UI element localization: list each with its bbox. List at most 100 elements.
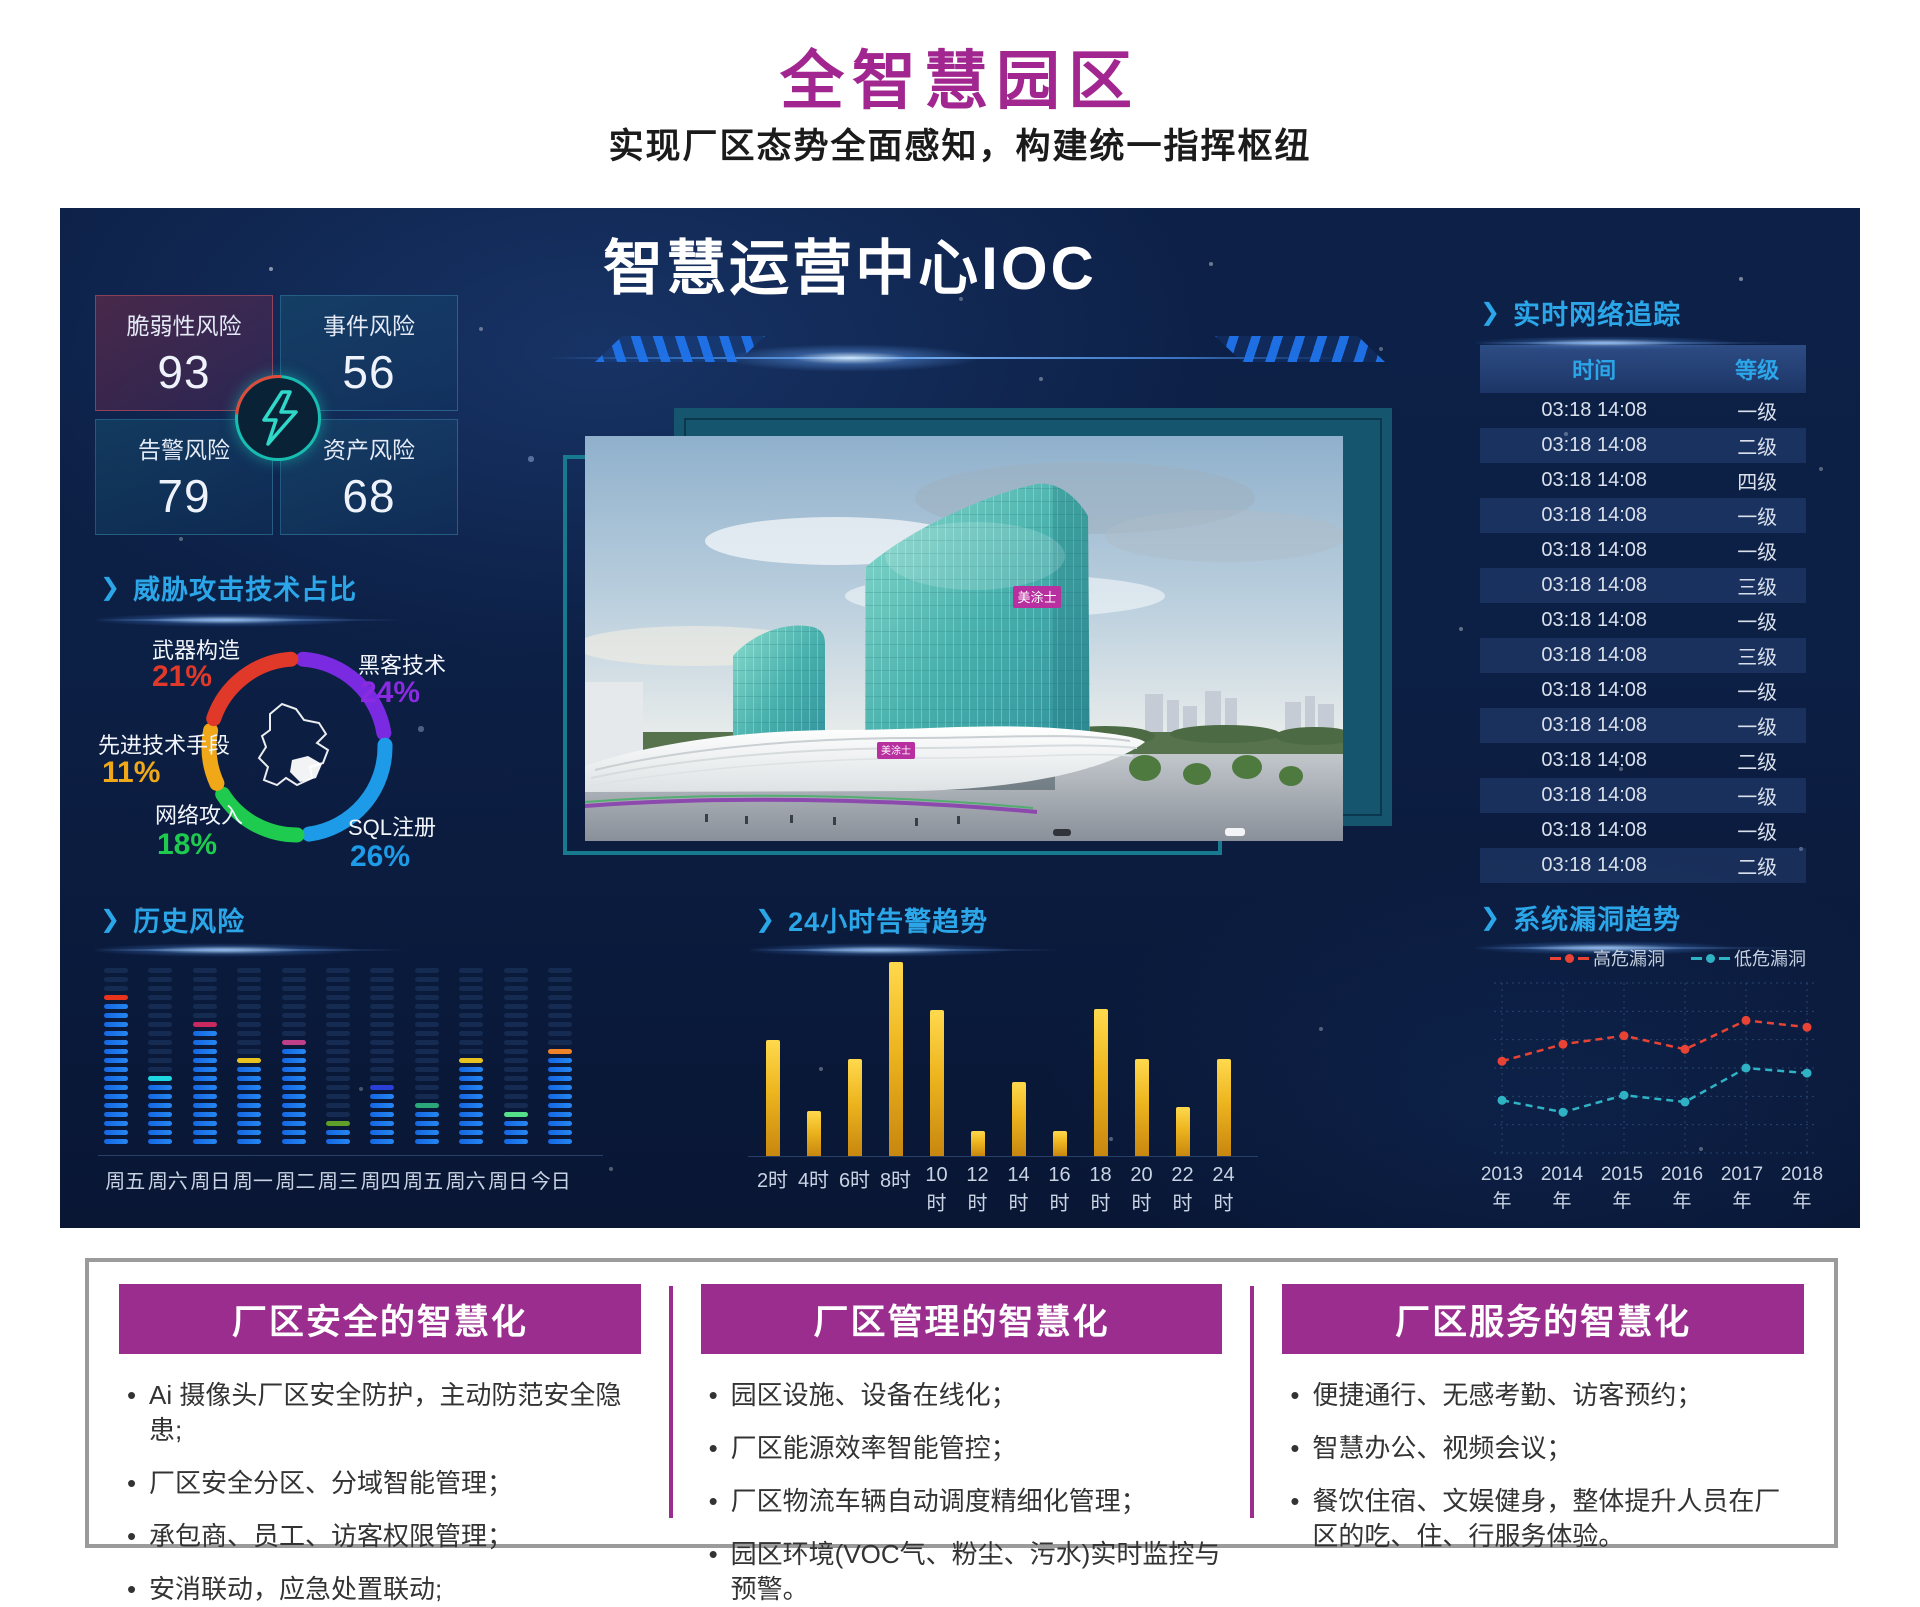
campus-building-photo: 美涂士 美涂士 [585,436,1343,841]
card-bullet: 智慧办公、视频会议； [1288,1431,1804,1466]
donut-label-network: 网络攻入 [155,803,244,828]
map-region-fill [290,756,322,782]
stat-value: 68 [342,470,396,522]
table-row: 03:18 14:08 一级 [1541,399,1778,424]
card-bullet: Ai 摄像头厂区安全防护，主动防范安全隐患; [125,1378,641,1448]
section-history-risk: ❯ 历史风险 [100,900,245,939]
table-row: 03:18 14:08 二级 [1480,428,1806,463]
people [705,814,960,826]
legend-dot [1565,953,1574,963]
table-row: 03:18 14:08 一级 [1541,819,1778,844]
bar [1080,962,1121,1156]
table-row: 03:18 14:08 一级 [1541,679,1778,704]
tall-tower: 美涂士 [865,483,1090,768]
section-24h-alert-trend: ❯ 24小时告警趋势 [755,900,988,939]
card-title: 厂区安全的智慧化 [119,1284,641,1354]
lightning-icon [235,375,321,461]
x-axis [98,1155,603,1156]
history-risk-column [237,968,262,1150]
history-risk-column [414,968,439,1150]
card-bullet: 园区设施、设备在线化； [707,1378,1223,1413]
history-risk-column [104,968,128,1150]
column-header-level: 等级 [1708,345,1806,393]
data-point [1680,1044,1690,1054]
card-title: 厂区管理的智慧化 [700,1284,1223,1354]
hatch-stripes-right [1215,336,1385,362]
cars [1053,828,1245,836]
chevron-right-icon: ❯ [1480,904,1502,931]
section-threat-attack-share: ❯ 威胁攻击技术占比 [100,568,357,607]
donut-pct-sql: 26% [350,840,411,873]
stat-value: 93 [157,346,211,398]
data-point [1619,1031,1629,1041]
data-point [1497,1095,1507,1105]
network-trace-table: 时间 等级 03:18 14:08 一级 03:18 14:08 二级 03:18 14… [1480,345,1806,883]
section-realtime-network: ❯ 实时网络追踪 [1480,293,1681,332]
legend-label: 高危漏洞 [1593,949,1665,969]
data-point [1741,1015,1751,1025]
stat-value: 56 [342,346,396,398]
bar [1203,962,1244,1156]
bar [793,962,834,1156]
history-risk-column [459,968,484,1150]
table-row: 03:18 14:08 二级 [1541,749,1778,774]
stat-label: 脆弱性风险 [126,313,242,339]
bar [916,962,957,1156]
table-row: 03:18 14:08 一级 [1480,708,1806,743]
stat-label: 资产风险 [323,437,415,463]
data-point [1558,1107,1568,1117]
table-row: 03:18 14:08 一级 [1480,778,1806,813]
history-risk-column [547,968,572,1150]
section-vuln-trend: ❯ 系统漏洞趋势 [1480,898,1681,937]
bar [1121,962,1162,1156]
star-particles [60,208,62,210]
tower-sign: 美涂士 [1017,590,1056,605]
data-point [1741,1063,1751,1073]
bar [1039,962,1080,1156]
bar [957,962,998,1156]
history-risk-column [503,968,528,1150]
donut-pct-hacker: 24% [360,676,421,709]
card-bullet: 承包商、员工、访客权限管理； [125,1519,641,1554]
page-title: 全智慧园区 [780,45,1140,117]
card-bullet: 厂区物流车辆自动调度精细化管理； [707,1484,1223,1519]
lens-flare [720,344,980,372]
chevron-right-icon: ❯ [755,906,777,933]
legend-low-risk: 低危漏洞 [1691,945,1806,971]
alerts-24h-bar-chart [752,962,1244,1156]
podium-wing: 美涂士 [585,726,1145,792]
card-bullet-list: 便捷通行、无感考勤、访客预约； 智慧办公、视频会议； 餐饮住宿、文娱健身，整体提升人… [1282,1378,1804,1554]
donut-label-hacker: 黑客技术 [358,653,447,678]
flare-streak [1475,940,1835,956]
section-title: 历史风险 [133,907,246,937]
section-title: 实时网络追踪 [1513,300,1682,330]
card-bullet: 园区环境(VOC气、粉尘、污水)实时监控与预警。 [707,1537,1223,1607]
bar [834,962,875,1156]
donut-segment [295,651,392,741]
legend-dash [1550,956,1561,960]
legend-dash [1719,956,1730,960]
trend-line [1501,1019,1808,1063]
table-row: 03:18 14:08 三级 [1480,568,1806,603]
stat-value: 79 [157,470,211,522]
section-title: 威胁攻击技术占比 [133,575,358,605]
card-bullet: 便捷通行、无感考勤、访客预约； [1288,1378,1804,1413]
flare-streak [95,942,455,958]
table-row: 03:18 14:08 一级 [1480,498,1806,533]
chevron-right-icon: ❯ [1480,299,1502,326]
card-bullet: 厂区能源效率智能管控； [707,1431,1223,1466]
legend-dash [1578,956,1589,960]
card-bullet-list: 园区设施、设备在线化； 厂区能源效率智能管控； 厂区物流车辆自动调度精细化管理； 园区… [701,1378,1223,1607]
data-point [1802,1022,1812,1032]
dashboard-title: 智慧运营中心IOC [603,235,1097,302]
donut-pct-weapon: 21% [152,660,213,693]
donut-pct-network: 18% [157,828,218,861]
card-security: 厂区安全的智慧化 Ai 摄像头厂区安全防护，主动防范安全隐患; 厂区安全分区、分域… [89,1262,671,1607]
table-row: 03:18 14:08 四级 [1541,469,1778,494]
column-header-time: 时间 [1480,345,1709,393]
card-bullet: 安消联动，应急处置联动; [125,1572,641,1607]
stat-label: 事件风险 [323,313,415,339]
donut-pct-advanced: 11% [102,756,161,789]
bar [998,962,1039,1156]
vuln-trend-line-chart [1494,982,1816,1154]
